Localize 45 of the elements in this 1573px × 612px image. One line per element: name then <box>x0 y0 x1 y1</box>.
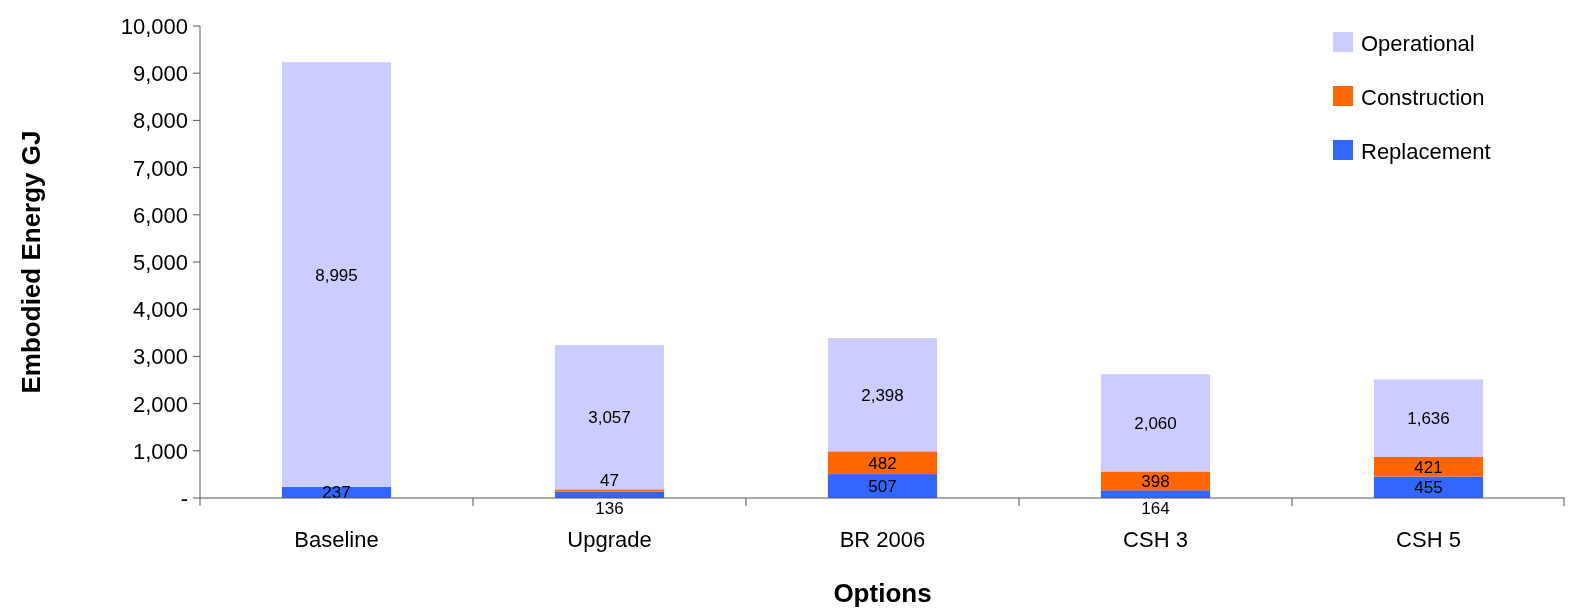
y-tick-label: 1,000 <box>132 438 188 464</box>
x-tick-label: BR 2006 <box>839 527 926 552</box>
bar <box>827 338 938 452</box>
data-label: 164 <box>1141 499 1170 518</box>
data-label: 455 <box>1414 478 1443 498</box>
data-label: 237 <box>322 483 351 503</box>
data-label: 1,636 <box>1407 409 1450 429</box>
y-tick-label: - <box>180 486 188 511</box>
bar <box>1373 379 1484 457</box>
y-tick-label: 9,000 <box>132 61 188 87</box>
y-tick-label: 4,000 <box>132 297 188 323</box>
bar <box>827 451 938 475</box>
y-tick-label: 5,000 <box>132 250 188 275</box>
x-tick-label: Baseline <box>294 527 379 552</box>
x-axis-title: Options <box>833 578 932 608</box>
x-tick-label: CSH 5 <box>1396 527 1461 552</box>
data-label: 482 <box>868 453 897 473</box>
bar <box>554 489 665 492</box>
data-label: 421 <box>1414 457 1443 477</box>
legend-label: Operational <box>1361 31 1475 56</box>
y-tick-label: 3,000 <box>132 344 188 370</box>
data-label: 2,398 <box>861 385 904 405</box>
y-tick-label: 2,000 <box>132 391 188 417</box>
y-axis-title: Embodied Energy GJ <box>16 130 46 394</box>
y-tick-label: 8,000 <box>132 108 188 134</box>
data-label: 398 <box>1141 471 1170 491</box>
bar <box>1373 456 1484 477</box>
y-tick-label: 10,000 <box>120 14 188 39</box>
bar <box>281 62 392 487</box>
data-label: 507 <box>868 477 897 497</box>
data-label: 136 <box>595 499 624 518</box>
data-label: 2,060 <box>1134 413 1177 433</box>
legend-label: Construction <box>1361 85 1485 110</box>
bar <box>1100 490 1211 498</box>
bar <box>554 345 665 490</box>
x-tick-label: CSH 3 <box>1123 527 1188 552</box>
bar <box>1100 471 1211 491</box>
x-tick-label: Upgrade <box>567 527 652 552</box>
y-tick-label: 6,000 <box>132 202 188 228</box>
data-label: 8,995 <box>315 265 358 285</box>
data-label: 47 <box>600 471 619 491</box>
bar <box>1100 374 1211 472</box>
legend-label: Replacement <box>1361 139 1491 164</box>
y-tick-label: 7,000 <box>132 155 188 181</box>
data-label: 3,057 <box>588 408 631 428</box>
